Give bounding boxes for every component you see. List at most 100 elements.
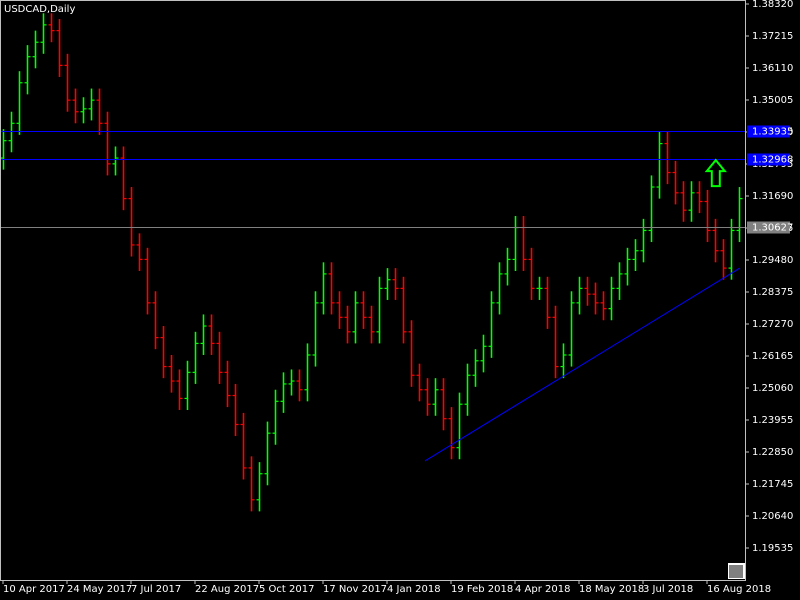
ohlc-bar bbox=[296, 369, 303, 402]
ohlc-bar bbox=[312, 291, 319, 367]
ohlc-bar bbox=[728, 218, 735, 280]
ohlc-bar bbox=[504, 247, 511, 286]
ohlc-bar bbox=[184, 360, 191, 411]
ohlc-bar bbox=[160, 326, 167, 379]
ohlc-bar bbox=[280, 372, 287, 413]
ohlc-bar bbox=[216, 331, 223, 384]
ohlc-bar bbox=[200, 314, 207, 355]
price-label: 1.32968 bbox=[752, 155, 793, 166]
x-tick-label: 4 Apr 2018 bbox=[515, 584, 570, 595]
ohlc-bar bbox=[608, 276, 615, 321]
ohlc-bar bbox=[352, 291, 359, 344]
y-tick-label: 1.29480 bbox=[752, 255, 793, 266]
ohlc-bar bbox=[408, 320, 415, 387]
ohlc-bar bbox=[448, 407, 455, 460]
ohlc-bar bbox=[400, 276, 407, 344]
ohlc-bar bbox=[360, 291, 367, 329]
price-label-box bbox=[747, 153, 790, 166]
ohlc-bar bbox=[56, 19, 63, 77]
ohlc-bar bbox=[344, 305, 351, 344]
ohlc-bar bbox=[496, 262, 503, 315]
ohlc-bar bbox=[40, 13, 47, 54]
ohlc-bar bbox=[32, 30, 39, 69]
ohlc-bar bbox=[672, 160, 679, 205]
ohlc-bar bbox=[600, 291, 607, 321]
ohlc-bar bbox=[64, 53, 71, 112]
y-tick-label: 1.20640 bbox=[752, 511, 793, 522]
ohlc-bar bbox=[704, 189, 711, 243]
ohlc-bar bbox=[656, 131, 663, 199]
ohlc-bar bbox=[576, 276, 583, 315]
x-tick-label: 24 May 2017 bbox=[67, 584, 132, 595]
ohlc-bar bbox=[256, 462, 263, 512]
plot-area bbox=[0, 13, 745, 512]
ohlc-bar bbox=[72, 88, 79, 124]
ohlc-bar bbox=[272, 389, 279, 445]
ohlc-bar bbox=[192, 331, 199, 384]
y-tick-label: 1.21745 bbox=[752, 479, 793, 490]
ohlc-bar bbox=[584, 276, 591, 306]
ohlc-bar bbox=[96, 88, 103, 135]
price-label: 1.33935 bbox=[752, 127, 793, 138]
ohlc-bar bbox=[16, 71, 23, 135]
ohlc-bar bbox=[696, 181, 703, 214]
ohlc-bar bbox=[288, 369, 295, 396]
ohlc-bar bbox=[632, 239, 639, 272]
ohlc-bar bbox=[248, 456, 255, 512]
ohlc-bar bbox=[144, 247, 151, 315]
ohlc-bar bbox=[176, 369, 183, 411]
ohlc-bar bbox=[440, 378, 447, 431]
ohlc-bar bbox=[80, 97, 87, 124]
trend-line bbox=[424, 267, 741, 462]
x-tick-label: 19 Feb 2018 bbox=[451, 584, 513, 595]
plot-border bbox=[0, 0, 746, 581]
ohlc-bar bbox=[560, 343, 567, 379]
ohlc-bar bbox=[528, 247, 535, 300]
ohlc-bar bbox=[392, 268, 399, 300]
ohlc-bar bbox=[328, 262, 335, 315]
ohlc-bar bbox=[624, 247, 631, 286]
ohlc-bar bbox=[488, 291, 495, 358]
price-label-box bbox=[747, 221, 790, 234]
ohlc-bar bbox=[616, 262, 623, 300]
ohlc-bar bbox=[648, 175, 655, 243]
y-tick-label: 1.28375 bbox=[752, 287, 793, 298]
y-tick-label: 1.27270 bbox=[752, 319, 793, 330]
ohlc-bar bbox=[424, 378, 431, 416]
y-tick-label: 1.26165 bbox=[752, 351, 793, 362]
y-tick-label: 1.37215 bbox=[752, 31, 793, 42]
buy-arrow bbox=[704, 158, 727, 188]
ohlc-bar bbox=[368, 305, 375, 344]
x-tick-label: 4 Jan 2018 bbox=[387, 584, 441, 595]
y-tick-label: 1.31690 bbox=[752, 191, 793, 202]
ohlc-bar bbox=[264, 421, 271, 486]
x-tick-label: 16 Aug 2018 bbox=[707, 584, 771, 595]
ohlc-bar bbox=[480, 334, 487, 373]
ohlc-bar bbox=[736, 187, 743, 243]
ohlc-bar bbox=[320, 262, 327, 315]
y-tick-label: 1.22850 bbox=[752, 447, 793, 458]
ohlc-bar bbox=[136, 233, 143, 272]
scroll-icon[interactable] bbox=[728, 563, 745, 579]
ohlc-bar bbox=[664, 131, 671, 185]
x-tick-label: 10 Apr 2017 bbox=[3, 584, 65, 595]
ohlc-bar bbox=[472, 349, 479, 387]
y-tick-label: 1.19535 bbox=[752, 543, 793, 554]
ohlc-bar bbox=[304, 343, 311, 402]
ohlc-bar bbox=[432, 378, 439, 416]
ohlc-bar bbox=[24, 45, 31, 95]
ohlc-bar bbox=[640, 218, 647, 263]
ohlc-bar bbox=[416, 363, 423, 402]
x-tick-label: 3 Jul 2018 bbox=[643, 584, 693, 595]
x-tick-label: 7 Jul 2017 bbox=[131, 584, 181, 595]
price-label-box bbox=[747, 125, 790, 138]
y-tick-label: 1.38320 bbox=[752, 0, 793, 10]
ohlc-bar bbox=[376, 276, 383, 344]
ohlc-bar bbox=[552, 305, 559, 379]
price-label: 1.30627 bbox=[752, 223, 793, 234]
chart-title: USDCAD,Daily bbox=[4, 4, 75, 15]
ohlc-bar bbox=[224, 360, 231, 408]
ohlc-bar bbox=[128, 187, 135, 257]
